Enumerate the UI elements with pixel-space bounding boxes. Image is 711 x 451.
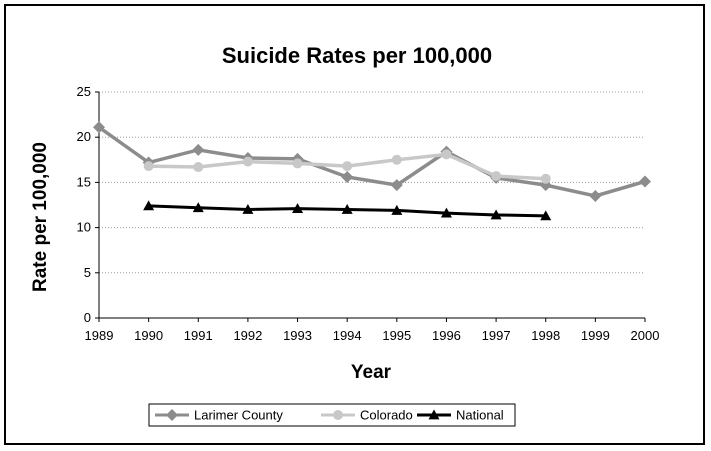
data-point xyxy=(242,204,254,214)
data-point xyxy=(391,154,402,165)
y-tick-labels: 0 5 10 15 20 25 xyxy=(77,84,91,325)
data-point xyxy=(540,210,552,221)
legend-marker xyxy=(428,409,440,420)
x-tick-label: 1999 xyxy=(581,328,610,343)
legend-label: Colorado xyxy=(360,408,413,423)
x-tick-label: 1994 xyxy=(333,328,362,343)
legend-label: Larimer County xyxy=(194,408,283,423)
x-tick-label: 1989 xyxy=(85,328,114,343)
data-point xyxy=(143,161,154,172)
data-point xyxy=(292,203,304,214)
series-line xyxy=(97,125,646,198)
data-point xyxy=(589,189,602,202)
x-tick-labels: 1989 1990 1991 1992 1993 1994 1995 1996 1997 1998… xyxy=(85,328,660,343)
x-tick-label: 1993 xyxy=(283,328,312,343)
legend-label: National xyxy=(456,408,504,423)
data-point xyxy=(193,162,204,173)
y-tick-label: 10 xyxy=(77,220,91,235)
legend: Larimer County Colorado National xyxy=(148,403,516,427)
series-colorado xyxy=(143,149,551,184)
series-group xyxy=(93,121,651,221)
data-point xyxy=(93,121,105,134)
data-point xyxy=(341,170,354,183)
data-point xyxy=(192,143,205,156)
data-point xyxy=(540,173,551,184)
data-point xyxy=(391,204,403,215)
data-point xyxy=(342,161,353,172)
y-tick-label: 25 xyxy=(77,84,91,99)
y-axis-title: Rate per 100,000 xyxy=(30,142,51,292)
data-point xyxy=(441,149,452,160)
x-tick-label: 1990 xyxy=(134,328,163,343)
x-tick-label: 1997 xyxy=(482,328,511,343)
y-tick-label: 5 xyxy=(84,265,91,280)
data-point xyxy=(491,171,502,182)
x-tick-label: 1998 xyxy=(531,328,560,343)
x-tick-label: 1996 xyxy=(432,328,461,343)
x-tick-label: 2000 xyxy=(631,328,660,343)
data-point xyxy=(242,156,253,167)
x-tick-label: 1992 xyxy=(233,328,262,343)
line-chart: Suicide Rates per 100,000 Rate per 100,0… xyxy=(30,43,660,427)
x-tick-label: 1991 xyxy=(184,328,213,343)
y-tick-label: 20 xyxy=(77,129,91,144)
y-tick-label: 0 xyxy=(84,310,91,325)
legend-marker xyxy=(333,410,343,420)
data-point xyxy=(341,204,353,214)
data-point xyxy=(192,202,204,213)
y-tick-label: 15 xyxy=(77,174,91,189)
axes xyxy=(95,91,646,322)
x-axis-title: Year xyxy=(351,362,392,383)
legend-marker xyxy=(166,409,178,421)
chart-title: Suicide Rates per 100,000 xyxy=(222,43,492,68)
data-point xyxy=(390,179,403,192)
series-national xyxy=(143,200,552,221)
data-point xyxy=(440,207,452,218)
chart-frame: Suicide Rates per 100,000 Rate per 100,0… xyxy=(4,4,705,445)
data-point xyxy=(490,209,502,220)
data-point xyxy=(639,175,651,188)
data-point xyxy=(143,200,155,211)
data-point xyxy=(292,158,303,169)
x-tick-label: 1995 xyxy=(382,328,411,343)
